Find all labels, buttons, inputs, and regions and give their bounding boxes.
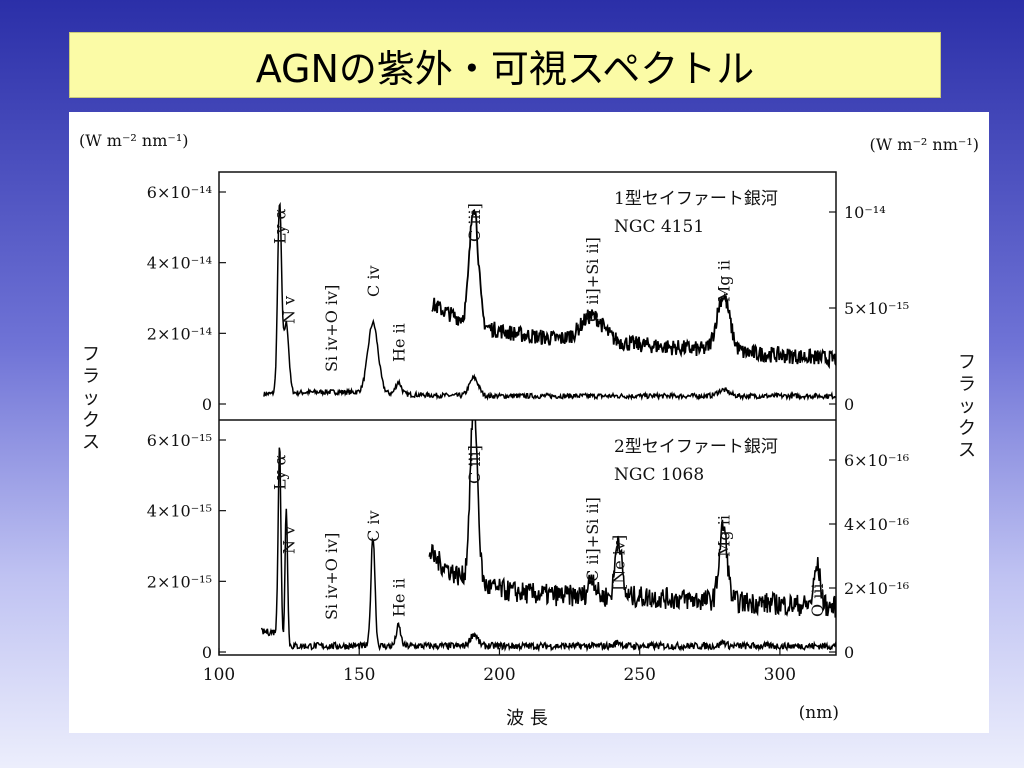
spectrum-figure: (W m⁻² nm⁻¹) (W m⁻² nm⁻¹) 100 150 200 250 30… xyxy=(69,112,989,733)
y-axis-label-char: フ xyxy=(958,352,976,373)
x-tick-label: 150 xyxy=(343,665,375,685)
emission-line-label: Mg ii xyxy=(714,515,733,557)
y-tick-label-left: 4×10⁻¹⁴ xyxy=(147,254,212,273)
y-tick-label-left: 4×10⁻¹⁵ xyxy=(147,502,212,521)
emission-line-label: N v xyxy=(279,526,298,554)
top-right-unit: (W m⁻² nm⁻¹) xyxy=(870,135,979,154)
emission-line-label: Si iv+O iv] xyxy=(322,533,341,620)
x-axis-unit: (nm) xyxy=(799,703,839,723)
y-tick-label-right: 0 xyxy=(844,643,854,662)
emission-line-label: C iv xyxy=(364,266,383,297)
slide-title-bar: AGNの紫外・可視スペクトル xyxy=(69,32,941,98)
emission-line-label: N v xyxy=(279,296,298,324)
y-axis-label-char: ラ xyxy=(82,366,100,387)
top-left-unit: (W m⁻² nm⁻¹) xyxy=(79,131,188,150)
y-tick-label-right: 6×10⁻¹⁶ xyxy=(844,451,909,470)
y-tick-label-right: 2×10⁻¹⁶ xyxy=(844,579,909,598)
bottom-panel-object: NGC 1068 xyxy=(614,465,704,485)
emission-line-label: C iii] xyxy=(465,445,484,484)
y-axis-label-char: ス xyxy=(958,440,976,461)
x-tick-label: 200 xyxy=(483,665,515,685)
emission-line-labels: Ly α N v Si iv+O iv] C iv He ii C iii] C ii]+S… xyxy=(271,203,828,620)
emission-line-label: [Ne iv] xyxy=(609,535,628,590)
y-axis-label-char: ス xyxy=(82,432,100,453)
y-tick-label-left: 2×10⁻¹⁵ xyxy=(147,572,212,591)
emission-line-label: C iv xyxy=(364,511,383,542)
x-tick-label: 300 xyxy=(764,665,796,685)
ngc4151-spectrum xyxy=(263,201,836,402)
y-axis-label-char: ク xyxy=(82,410,100,431)
ngc4151-spectrum-magnified xyxy=(431,208,836,370)
x-tick-label: 100 xyxy=(203,665,235,685)
emission-line-label: He ii xyxy=(389,323,408,362)
y-tick-label-left: 2×10⁻¹⁴ xyxy=(147,324,212,343)
emission-line-label: C iii] xyxy=(465,203,484,242)
emission-line-label: C ii]+Si ii] xyxy=(583,497,602,582)
y-axis-label-char: フ xyxy=(82,344,100,365)
ngc1068-spectrum-magnified xyxy=(428,420,836,618)
y-tick-label-left: 0 xyxy=(202,643,212,662)
axis-ticks: 100 150 200 250 300 0 2×10⁻¹⁴ 4×10⁻¹⁴ 6×10⁻¹⁴ 0 2×… xyxy=(147,183,909,685)
y-tick-label-right: 10⁻¹⁴ xyxy=(844,203,886,222)
y-tick-label-right: 4×10⁻¹⁶ xyxy=(844,515,909,534)
y-tick-label-left: 6×10⁻¹⁵ xyxy=(147,431,212,450)
emission-line-label: Ly α xyxy=(271,455,290,490)
emission-line-label: C ii]+Si ii] xyxy=(583,237,602,322)
x-tick-label: 250 xyxy=(623,665,655,685)
y-tick-label-right: 5×10⁻¹⁵ xyxy=(844,299,909,318)
top-panel-type: 1型セイファート銀河 xyxy=(614,189,778,209)
y-axis-label-char: ク xyxy=(958,418,976,439)
top-panel-object: NGC 4151 xyxy=(614,217,704,237)
y-tick-label-left: 6×10⁻¹⁴ xyxy=(147,183,212,202)
y-tick-label-right: 0 xyxy=(844,395,854,414)
emission-line-label: Si iv+O iv] xyxy=(322,285,341,372)
ngc1068-spectrum xyxy=(260,447,836,653)
slide-title: AGNの紫外・可視スペクトル xyxy=(255,46,755,91)
x-axis-label: 波 長 xyxy=(506,708,548,729)
y-axis-label-char: ラ xyxy=(958,374,976,395)
bottom-panel-type: 2型セイファート銀河 xyxy=(614,437,778,457)
emission-line-label: Mg ii xyxy=(714,260,733,302)
y-axis-label-char: ッ xyxy=(82,388,100,409)
y-tick-label-left: 0 xyxy=(202,395,212,414)
y-axis-label-char: ッ xyxy=(958,396,976,417)
emission-line-label: He ii xyxy=(389,578,408,617)
spectrum-chart: (W m⁻² nm⁻¹) (W m⁻² nm⁻¹) 100 150 200 250 30… xyxy=(79,131,979,729)
emission-line-label: Ly α xyxy=(271,209,290,244)
plot-frame xyxy=(218,171,837,656)
emission-line-label: O iii xyxy=(808,583,827,617)
